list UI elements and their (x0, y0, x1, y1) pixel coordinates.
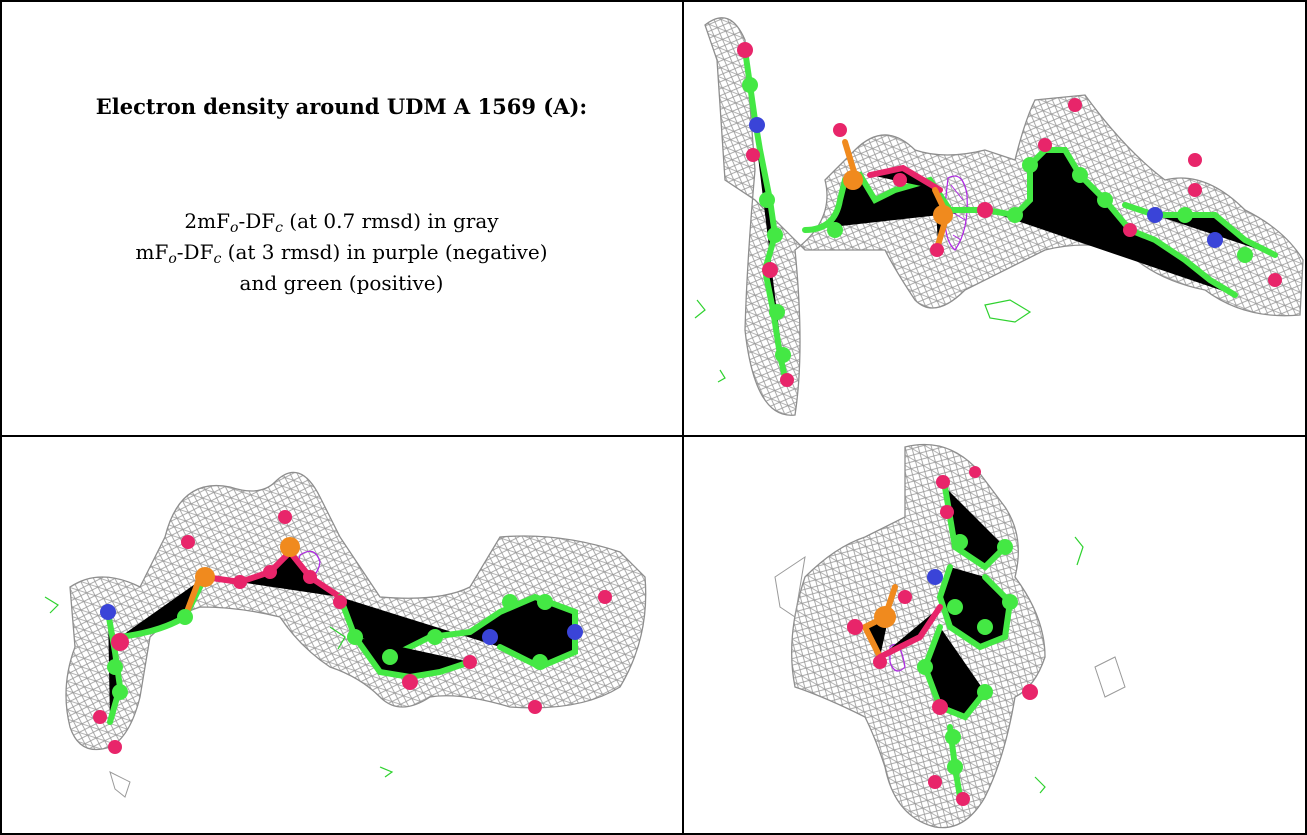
border-top (0, 0, 1307, 2)
ligand-bonds (105, 547, 578, 725)
border-middle-horizontal (0, 435, 1307, 437)
ligand-atoms (93, 510, 612, 754)
density-panel-bottom-left (0, 437, 683, 835)
legend-line-fofc: mFo-DFc (at 3 rmsd) in purple (negative) (135, 240, 548, 267)
green-positive-mesh (1034, 536, 1084, 794)
ligand-atoms (737, 42, 1282, 387)
density-image-bottom-right (774, 443, 1126, 829)
green-positive-mesh (44, 596, 394, 778)
border-right (1305, 0, 1307, 835)
caption-cell: Electron density around UDM A 1569 (A): … (0, 0, 683, 435)
legend-line-positive: and green (positive) (239, 271, 444, 295)
ligand-atoms (847, 466, 1038, 806)
border-bottom (0, 833, 1307, 835)
green-positive-mesh (694, 299, 1032, 383)
border-left (0, 0, 2, 835)
figure-title: Electron density around UDM A 1569 (A): (95, 94, 588, 119)
border-middle-vertical (682, 0, 684, 835)
density-panel-top-right (685, 0, 1307, 435)
density-panel-bottom-right (685, 437, 1307, 835)
legend-line-2fofc: 2mFo-DFc (at 0.7 rmsd) in gray (184, 209, 499, 236)
density-image-bottom-left (44, 471, 647, 798)
legend-text: 2mFo-DFc (at 0.7 rmsd) in gray mFo-DFc (… (0, 206, 683, 299)
density-image-top-right (694, 17, 1304, 416)
